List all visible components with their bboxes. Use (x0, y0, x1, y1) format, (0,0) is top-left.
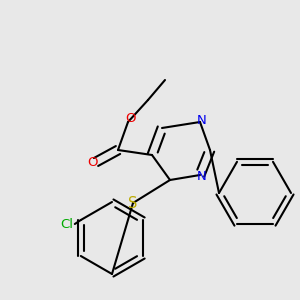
Text: O: O (87, 157, 97, 169)
Text: Cl: Cl (60, 218, 73, 230)
Text: N: N (197, 115, 207, 128)
Text: N: N (197, 169, 207, 182)
Text: O: O (126, 112, 136, 125)
Text: S: S (128, 196, 138, 211)
